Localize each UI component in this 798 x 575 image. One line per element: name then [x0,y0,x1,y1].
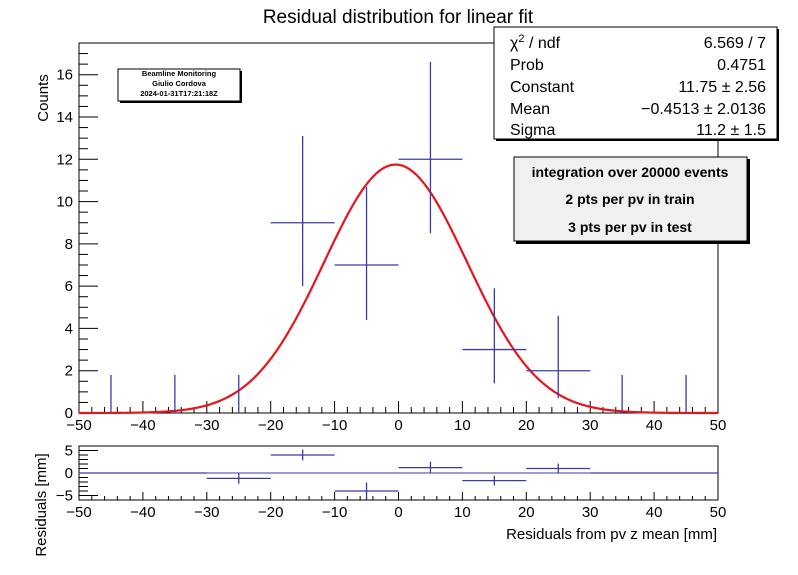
bottom-x-tick-label: −50 [66,504,91,521]
stat-label-constant: Constant [510,79,575,96]
stat-value-mean: −0.4513 ± 2.0136 [641,101,766,118]
bottom-x-tick-label: 50 [710,504,727,521]
info-line-events: integration over 20000 events [532,164,729,180]
x-axis-label: Residuals from pv z mean [mm] [506,526,717,543]
top-x-tick-label: 30 [582,417,599,434]
integration-info-box: integration over 20000 events 2 pts per … [513,156,750,244]
top-y-tick-label: 0 [65,405,73,422]
fit-statistics-box: χ2 / ndf 6.569 / 7 Prob 0.4751 Constant … [493,26,779,141]
residual-bin-point [206,473,271,484]
info-line-test: 3 pts per pv in test [568,219,692,235]
stat-value-prob: 0.4751 [717,57,766,74]
top-y-tick-label: 2 [65,363,73,380]
stamp-line-2: Giulio Cordova [152,79,207,88]
stat-label-prob: Prob [510,57,544,74]
top-x-tick-label: 20 [518,417,535,434]
stat-value-constant: 11.75 ± 2.56 [678,79,766,96]
top-y-tick-label: 6 [65,278,73,295]
top-y-tick-label: 4 [65,320,73,337]
histogram-bin-point [270,136,335,287]
stat-value-sigma: 11.2 ± 1.5 [696,122,766,139]
top-x-tick-label: −30 [194,417,219,434]
stamp-line-3: 2024-01-31T17:21:18Z [140,89,218,98]
top-x-tick-label: −10 [322,417,347,434]
histogram-bin-point [462,288,527,384]
gaussian-fit-curve [78,163,718,415]
top-x-tick-label: 40 [646,417,663,434]
top-x-tick-label: 50 [710,417,727,434]
top-x-tick-label: −50 [66,417,91,434]
histogram-bin-point [398,62,463,234]
stamp-line-1: Beamline Monitoring [142,69,217,78]
residual-bin-point [462,475,527,486]
bottom-y-tick-label: 5 [65,443,73,460]
top-y-tick-label: 12 [56,151,73,168]
residual-bin-point [398,461,463,474]
residuals-panel: −50 −40 −30 −20 −10 0 10 20 30 40 50−505 Residuals… [33,443,726,557]
bottom-x-tick-label: −30 [194,504,219,521]
histogram-bin-point [334,186,399,320]
y-axis-label-residuals: Residuals [mm] [33,453,50,556]
bottom-x-tick-label: 20 [518,504,535,521]
residual-bin-point [334,482,399,500]
residual-bin-point [526,463,591,474]
main-histogram-panel: −50 −40 −30 −20 −10 0 10 20 30 40 500246810121416 … [35,42,727,434]
stat-label-chi2: χ2 / ndf [510,33,561,52]
top-y-tick-label: 10 [56,194,73,211]
stat-label-mean: Mean [510,101,550,118]
top-y-tick-label: 16 [56,67,73,84]
bottom-y-tick-label: 0 [65,465,73,482]
top-x-tick-label: 10 [454,417,471,434]
top-y-tick-label: 8 [65,236,73,253]
stamp-box: Beamline Monitoring Giulio Cordova 2024-… [117,68,242,103]
bottom-x-tick-label: −40 [130,504,155,521]
bottom-x-tick-label: 40 [646,504,663,521]
bottom-x-tick-label: 0 [394,504,402,521]
top-y-tick-label: 14 [56,109,73,126]
histogram-bin-point [526,315,591,399]
info-line-train: 2 pts per pv in train [565,191,694,207]
bottom-x-tick-label: 30 [582,504,599,521]
bottom-x-tick-label: 10 [454,504,471,521]
y-axis-label-counts: Counts [35,74,52,122]
chart-title: Residual distribution for linear fit [263,7,534,28]
stat-value-chi2: 6.569 / 7 [704,35,766,52]
top-x-tick-label: −20 [258,417,283,434]
residual-bin-point [270,449,335,461]
bottom-x-tick-label: −10 [322,504,347,521]
top-x-tick-label: −40 [130,417,155,434]
bottom-y-tick-label: −5 [56,488,73,505]
bottom-x-tick-label: −20 [258,504,283,521]
top-x-tick-label: 0 [394,417,402,434]
stat-label-sigma: Sigma [510,122,555,139]
